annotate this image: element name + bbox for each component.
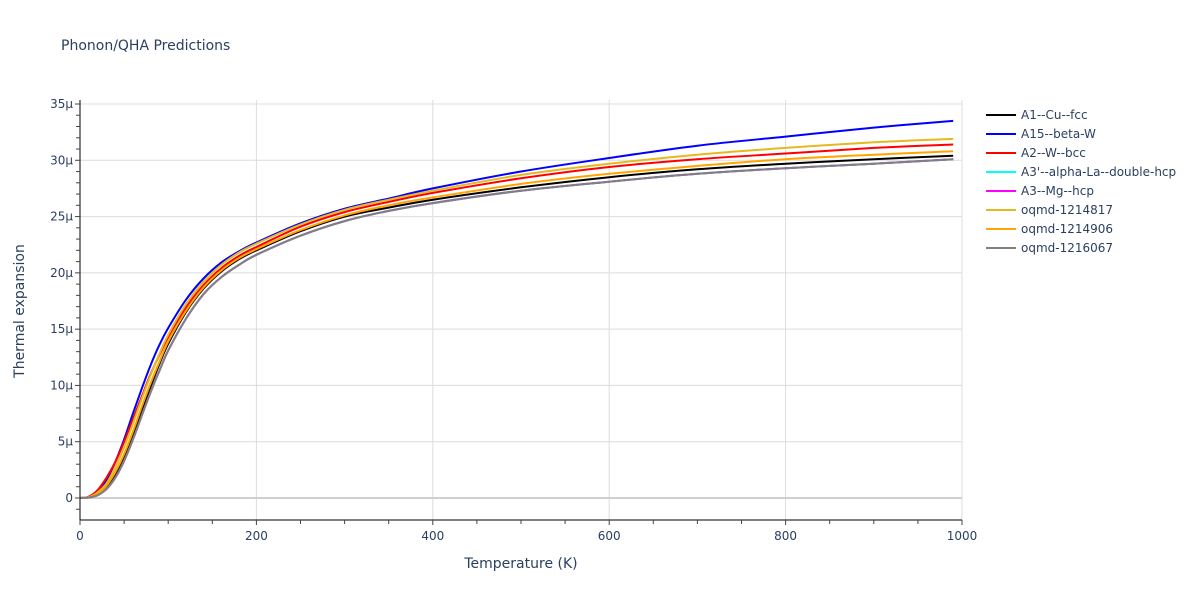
y-tick-label: 35μ (50, 97, 73, 111)
series-line-6[interactable] (79, 150, 954, 499)
legend-item-5[interactable]: oqmd-1214817 (986, 203, 1113, 217)
series-line-5[interactable] (79, 137, 954, 499)
legend-label: A1--Cu--fcc (1021, 108, 1088, 122)
legend-item-7[interactable]: oqmd-1216067 (986, 241, 1113, 255)
plot-area[interactable] (79, 119, 954, 499)
y-tick-label: 15μ (50, 322, 73, 336)
y-tick-label: 30μ (50, 153, 73, 167)
legend-label: oqmd-1214906 (1021, 222, 1113, 236)
legend-label: oqmd-1216067 (1021, 241, 1113, 255)
y-tick-label: 10μ (50, 378, 73, 392)
legend-item-3[interactable]: A3'--alpha-La--double-hcp (986, 165, 1176, 179)
axes: 0 200 400 600 800 1000 0 5μ 10μ 15μ 20μ 25μ 30μ 35μ (50, 97, 977, 543)
legend-item-1[interactable]: A15--beta-W (986, 127, 1096, 141)
x-tick-label: 200 (245, 529, 268, 543)
y-tick-label: 20μ (50, 266, 73, 280)
y-tick-label: 25μ (50, 210, 73, 224)
series-line-4[interactable] (79, 158, 954, 499)
series-line-0[interactable] (79, 154, 954, 499)
x-tick-label: 600 (598, 529, 621, 543)
y-tick-label: 5μ (58, 435, 74, 449)
x-axis-title: Temperature (K) (463, 556, 577, 572)
legend-label: A3--Mg--hcp (1021, 184, 1094, 198)
series-line-7[interactable] (79, 158, 954, 499)
series-line-3[interactable] (79, 158, 954, 499)
chart-title: Phonon/QHA Predictions (61, 38, 230, 54)
grid (80, 100, 963, 520)
legend-item-6[interactable]: oqmd-1214906 (986, 222, 1113, 236)
legend-label: A3'--alpha-La--double-hcp (1021, 165, 1176, 179)
legend-label: A15--beta-W (1021, 127, 1096, 141)
legend-label: A2--W--bcc (1021, 146, 1086, 160)
y-axis-title: Thermal expansion (12, 244, 28, 379)
series-line-2[interactable] (79, 143, 954, 499)
x-tick-label: 400 (421, 529, 444, 543)
legend-label: oqmd-1214817 (1021, 203, 1113, 217)
x-tick-label: 1000 (947, 529, 978, 543)
x-tick-label: 800 (774, 529, 797, 543)
legend-item-2[interactable]: A2--W--bcc (986, 146, 1086, 160)
legend-item-4[interactable]: A3--Mg--hcp (986, 184, 1094, 198)
y-tick-label: 0 (65, 491, 73, 505)
legend-item-0[interactable]: A1--Cu--fcc (986, 108, 1088, 122)
x-tick-label: 0 (76, 529, 84, 543)
legend: A1--Cu--fcc A15--beta-W A2--W--bcc A3'--alp… (986, 108, 1176, 255)
